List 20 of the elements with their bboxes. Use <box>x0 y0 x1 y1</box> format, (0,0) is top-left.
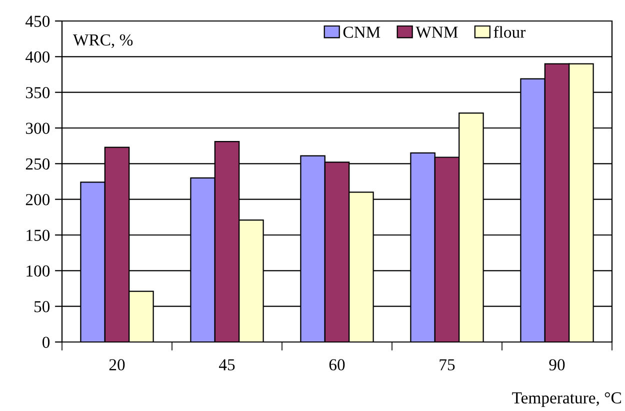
x-tick-label: 20 <box>109 359 125 370</box>
y-tick-label: 400 <box>26 51 50 63</box>
x-tick-label: 90 <box>549 359 565 370</box>
y-tick-label: 150 <box>26 230 50 241</box>
x-tick-label: 60 <box>329 359 345 370</box>
y-tick-label: 350 <box>26 87 50 98</box>
x-axis-title: Temperature, °C <box>512 392 621 407</box>
y-tick-label: 0 <box>42 336 50 348</box>
y-tick-label: 50 <box>34 301 50 312</box>
legend-label: flour <box>494 26 526 38</box>
y-tick-label: 200 <box>26 194 50 206</box>
y-tick-label: 250 <box>26 158 50 170</box>
legend-label: WNM <box>416 26 458 38</box>
y-axis-title: WRC, % <box>73 34 133 48</box>
x-tick-label: 45 <box>218 359 235 370</box>
y-tick-label: 300 <box>26 122 50 134</box>
x-tick-label: 75 <box>440 359 455 370</box>
y-tick-label: 100 <box>26 265 50 277</box>
y-tick-label: 450 <box>26 16 50 27</box>
legend-label: CNM <box>343 26 380 38</box>
